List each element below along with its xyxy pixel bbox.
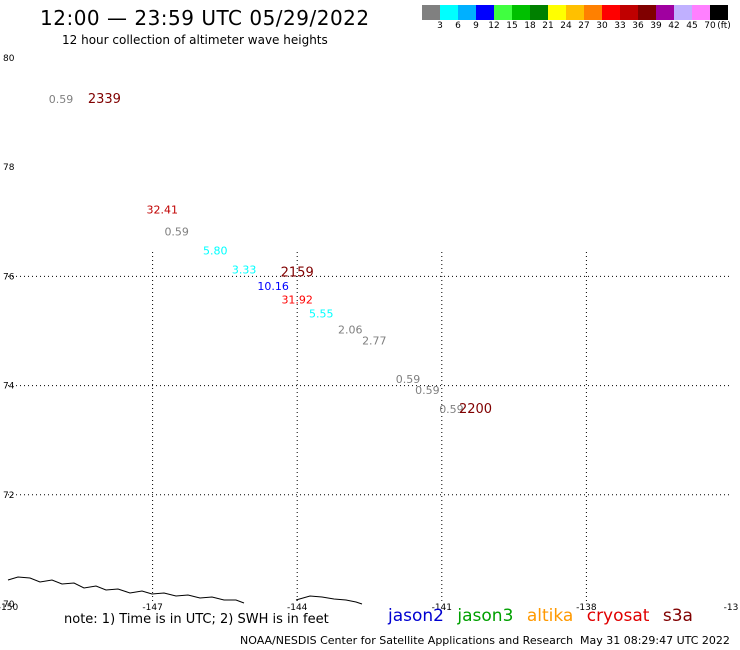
scale-label: 9 [473,21,479,31]
scale-label: 15 [506,21,518,31]
scale-label: 18 [524,21,536,31]
x-tick-label: -147 [142,603,162,613]
scale-swatch [692,5,710,20]
wave-height-label: 0.59 [415,384,440,397]
y-tick-label: 72 [3,491,14,501]
scale-label: 6 [455,21,461,31]
scale-swatch [674,5,692,20]
scale-swatch [512,5,530,20]
scale-swatch [422,5,440,20]
wave-height-label: 5.80 [203,245,228,258]
wave-height-label: 10.16 [257,280,289,293]
wave-height-label: 0.59 [49,93,74,106]
scale-swatch [548,5,566,20]
scale-swatch [620,5,638,20]
wave-height-label: 0.59 [439,403,464,416]
chart-subtitle: 12 hour collection of altimeter wave hei… [62,33,328,47]
footer-timestamp: May 31 08:29:47 UTC 2022 [580,634,730,647]
scale-label: 36 [632,21,644,31]
x-tick-label: -150 [0,603,18,613]
scale-label: 70 [704,21,716,31]
legend-s3a: s3a [662,606,693,626]
wave-height-label: 3.33 [232,264,257,277]
y-tick-label: 78 [3,163,15,173]
scale-label: 27 [578,21,590,31]
scale-swatch [638,5,656,20]
wave-height-label: 5.55 [309,307,334,320]
scale-swatch [602,5,620,20]
y-tick-label: 76 [3,272,15,282]
footer-note: note: 1) Time is in UTC; 2) SWH is in fe… [64,612,329,627]
y-tick-label: 80 [3,54,15,64]
coastline-west [7,576,245,604]
scale-swatch [440,5,458,20]
scale-swatch [494,5,512,20]
scale-label: 30 [596,21,608,31]
scale-swatch [458,5,476,20]
coastline-east [295,595,363,605]
scale-label: 42 [668,21,680,31]
wave-height-label: 0.59 [164,225,189,238]
satellite-legend: jason2 jason3 altika cryosat s3a [388,606,701,626]
x-tick-label: -138 [576,603,597,613]
legend-cryosat: cryosat [586,606,650,626]
scale-swatch [476,5,494,20]
scale-swatch [566,5,584,20]
scale-label: 45 [686,21,698,31]
color-scale-labels: 3 6 9 12 15 18 21 24 27 30 33 36 39 42 45 70 (ft) [422,21,740,33]
scale-swatch [656,5,674,20]
legend-altika: altika [526,606,574,626]
scale-swatch [710,5,728,20]
time-label: 2159 [281,265,314,280]
legend-jason2: jason2 [388,606,444,626]
wave-height-label: 32.41 [146,204,178,217]
wave-height-label: 2.06 [338,324,363,337]
scale-label: 21 [542,21,554,31]
wave-height-label: 0.59 [396,373,421,386]
color-scale-bar [422,5,728,20]
footer-credit: NOAA/NESDIS Center for Satellite Applica… [240,634,574,647]
scale-label: 24 [560,21,572,31]
scale-label: 12 [488,21,500,31]
time-label: 2339 [88,92,121,107]
wave-height-label: 31.92 [281,294,313,307]
chart-title: 12:00 — 23:59 UTC 05/29/2022 [40,6,370,30]
time-label: 2200 [459,402,492,417]
scale-label: 3 [437,21,443,31]
scale-unit: (ft) [717,21,731,31]
x-tick-label: -13 [724,603,739,613]
legend-jason3: jason3 [457,606,514,626]
x-tick-label: -144 [287,603,308,613]
scale-label: 39 [650,21,662,31]
x-tick-label: -141 [432,603,452,613]
wave-height-label: 2.77 [362,335,387,348]
scale-swatch [584,5,602,20]
y-tick-label: 70 [3,600,15,610]
scale-swatch [530,5,548,20]
y-tick-label: 74 [3,382,15,392]
coastline [7,576,363,605]
scale-label: 33 [614,21,626,31]
